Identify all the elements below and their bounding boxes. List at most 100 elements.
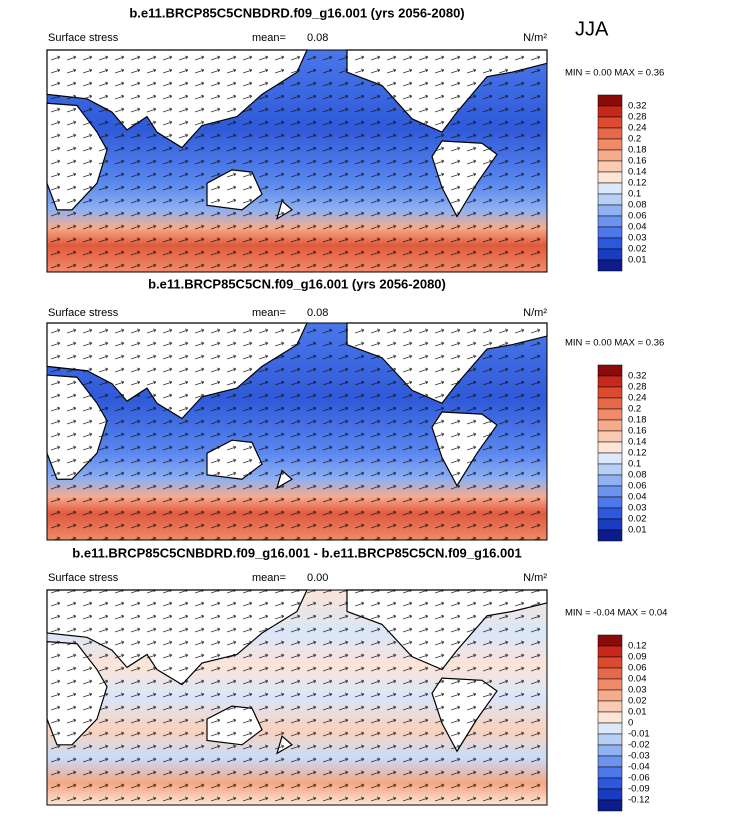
colorbar-box — [597, 678, 623, 691]
mean-value: 0.00 — [307, 572, 328, 584]
colorbar-box — [597, 463, 623, 476]
map-frame — [46, 49, 548, 273]
colorbar-box — [597, 733, 623, 746]
colorbar-label: 0.32 — [628, 101, 647, 112]
colorbar-box — [597, 182, 623, 195]
colorbar-box — [597, 496, 623, 509]
colorbar-box — [597, 518, 623, 531]
colorbar-label: 0.14 — [628, 167, 647, 178]
colorbar-box — [597, 105, 623, 118]
colorbar-box — [597, 689, 623, 702]
colorbar-box — [597, 94, 623, 107]
colorbar-box — [597, 744, 623, 757]
colorbar-label: 0.02 — [628, 696, 647, 707]
colorbar-box — [597, 656, 623, 669]
colorbar-box — [597, 755, 623, 768]
mean-label: mean= — [252, 572, 286, 584]
colorbar-label: 0.24 — [628, 123, 647, 134]
colorbar-label: -0.03 — [628, 751, 650, 762]
colorbar-box — [597, 193, 623, 206]
colorbar-box — [597, 474, 623, 487]
colorbar-box — [597, 722, 623, 735]
colorbar-box — [597, 634, 623, 647]
colorbar-box — [597, 507, 623, 520]
map-frame — [46, 589, 548, 806]
colorbar-box — [597, 711, 623, 724]
colorbar-label: 0.28 — [628, 112, 647, 123]
colorbar-box — [597, 788, 623, 801]
vector-field — [47, 590, 547, 805]
colorbar-label: 0.16 — [628, 426, 647, 437]
colorbar-label: 0.04 — [628, 492, 647, 503]
colorbar-box — [597, 430, 623, 443]
colorbar-box — [597, 441, 623, 454]
colorbar-label: 0.09 — [628, 652, 647, 663]
colorbar-label: -0.06 — [628, 773, 650, 784]
units: N/m² — [523, 572, 547, 584]
min-max: MIN = 0.00 MAX = 0.36 — [565, 68, 664, 79]
colorbar-box — [597, 419, 623, 432]
colorbar-label: 0.08 — [628, 470, 647, 481]
colorbar-box — [597, 799, 623, 812]
colorbar-label: 0.1 — [628, 189, 641, 200]
colorbar-box — [597, 408, 623, 421]
units: N/m² — [523, 307, 547, 319]
colorbar-label: 0.01 — [628, 525, 647, 536]
colorbar-label: -0.12 — [628, 795, 650, 806]
season-label: JJA — [575, 18, 609, 40]
min-max: MIN = 0.00 MAX = 0.36 — [565, 338, 664, 349]
colorbar-label: 0.16 — [628, 156, 647, 167]
colorbar-label: 0.06 — [628, 481, 647, 492]
vector-field — [47, 323, 547, 540]
colorbar-label: 0.01 — [628, 255, 647, 266]
colorbar-label: -0.01 — [628, 729, 650, 740]
colorbar-box — [597, 171, 623, 184]
colorbar-label: 0.08 — [628, 200, 647, 211]
mean-label: mean= — [252, 32, 286, 44]
colorbar-box — [597, 204, 623, 217]
colorbar-label: 0.12 — [628, 448, 647, 459]
variable-label: Surface stress — [48, 32, 119, 44]
colorbar-box — [597, 116, 623, 129]
colorbar-label: -0.04 — [628, 762, 650, 773]
panel-title: b.e11.BRCP85C5CNBDRD.f09_g16.001 (yrs 20… — [129, 5, 464, 20]
colorbar-box — [597, 375, 623, 388]
colorbar-box — [597, 138, 623, 151]
colorbar-label: 0.24 — [628, 393, 647, 404]
colorbar-box — [597, 777, 623, 790]
colorbar-box — [597, 127, 623, 140]
colorbar-box — [597, 485, 623, 498]
units: N/m² — [523, 32, 547, 44]
colorbar-box — [597, 700, 623, 713]
colorbar-label: 0.02 — [628, 244, 647, 255]
colorbar-label: 0.32 — [628, 371, 647, 382]
colorbar-label: 0.12 — [628, 641, 647, 652]
colorbar-box — [597, 529, 623, 542]
colorbar-label: 0.03 — [628, 685, 647, 696]
colorbar-label: 0.06 — [628, 211, 647, 222]
colorbar-label: 0.03 — [628, 233, 647, 244]
mean-value: 0.08 — [307, 32, 328, 44]
colorbar-box — [597, 667, 623, 680]
colorbar-box — [597, 766, 623, 779]
panel-title: b.e11.BRCP85C5CN.f09_g16.001 (yrs 2056-2… — [148, 276, 446, 291]
map-frame — [46, 322, 548, 541]
colorbar-label: 0.1 — [628, 459, 641, 470]
colorbar-box — [597, 397, 623, 410]
colorbar-label: 0.04 — [628, 674, 647, 685]
colorbar-label: 0.02 — [628, 514, 647, 525]
colorbar-label: -0.02 — [628, 740, 650, 751]
mean-label: mean= — [252, 307, 286, 319]
colorbar-label: -0.09 — [628, 784, 650, 795]
colorbar-label: 0.04 — [628, 222, 647, 233]
colorbar-box — [597, 215, 623, 228]
variable-label: Surface stress — [48, 572, 119, 584]
colorbar-box — [597, 259, 623, 272]
colorbar-label: 0.01 — [628, 707, 647, 718]
colorbar-label: 0 — [628, 718, 633, 729]
colorbar-box — [597, 645, 623, 658]
vector-field — [47, 50, 547, 272]
colorbar-box — [597, 149, 623, 162]
colorbar-label: 0.2 — [628, 404, 641, 415]
colorbar-box — [597, 452, 623, 465]
